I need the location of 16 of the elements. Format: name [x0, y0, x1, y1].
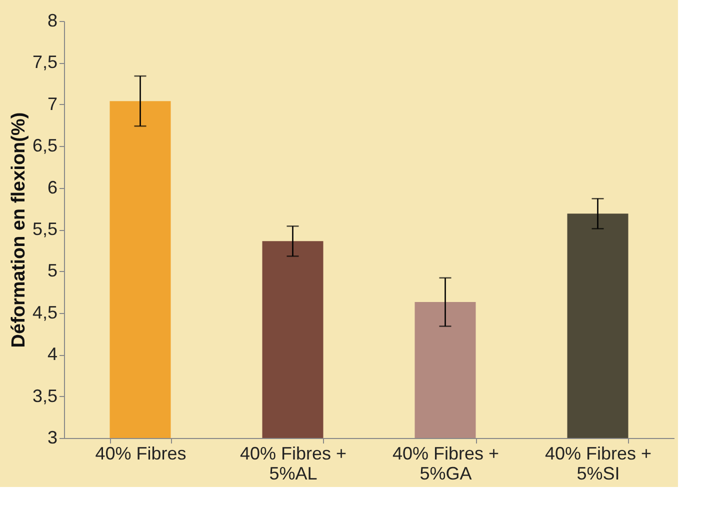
y-tick-label: 3	[47, 428, 58, 448]
y-tick-label: 5	[47, 260, 58, 281]
x-tick-label: 40% Fibres	[95, 444, 186, 464]
y-tick-label: 7	[47, 94, 58, 114]
y-tick-label: 6,5	[32, 136, 58, 156]
y-tick-label: 7,5	[32, 52, 58, 72]
y-tick-label: 5,5	[32, 219, 58, 239]
x-tick-label: 40% Fibres + 5%GA	[392, 444, 500, 484]
y-tick-label: 4,5	[32, 302, 58, 322]
x-tick-label: 40% Fibres + 5%AL	[240, 444, 347, 484]
y-tick-label: 8	[47, 10, 58, 30]
y-axis-title: Déformation en flexion(%)	[8, 112, 30, 348]
y-tick-label: 4	[47, 344, 58, 364]
x-tick-label: 40% Fibres + 5%SI	[544, 444, 652, 484]
y-tick-label: 3,5	[32, 386, 58, 406]
y-tick-label: 6	[47, 177, 58, 198]
